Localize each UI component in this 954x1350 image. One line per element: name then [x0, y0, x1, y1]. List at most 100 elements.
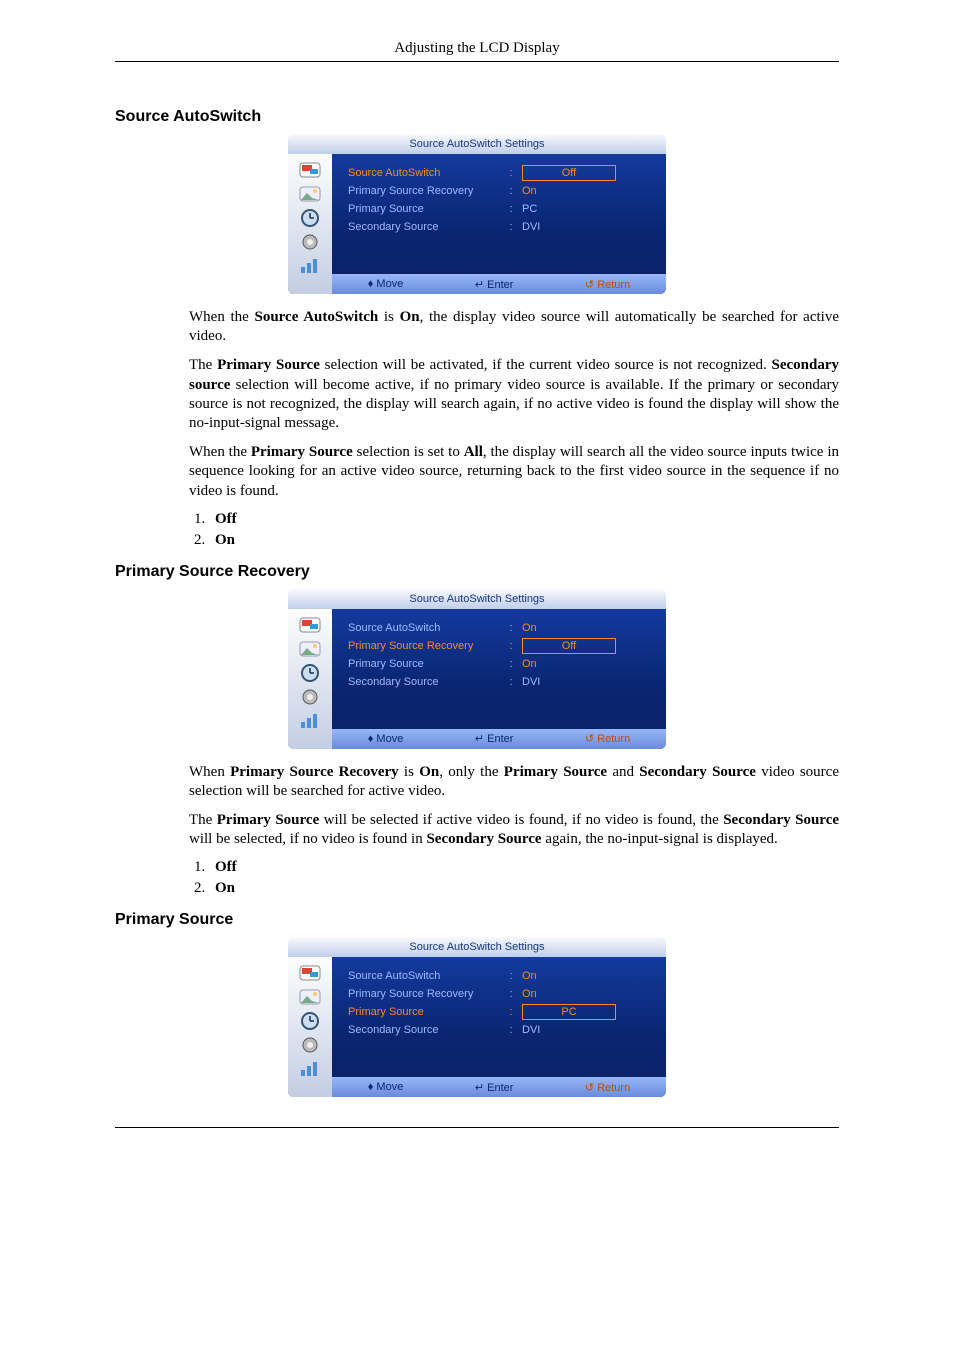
- osd-body: Source AutoSwitch : Off Primary Source R…: [288, 154, 666, 294]
- osd-main: Source AutoSwitch : Off Primary Source R…: [332, 154, 666, 294]
- para: The Primary Source selection will be act…: [189, 356, 839, 433]
- osd-row-secondary: Secondary Source : DVI: [348, 1021, 654, 1039]
- para: The Primary Source will be selected if a…: [189, 811, 839, 849]
- footer-return: ↺ Return: [585, 1081, 630, 1094]
- osd-row-primary: Primary Source : On: [348, 655, 654, 673]
- osd-value: On: [518, 970, 632, 982]
- footer-enter: ↵ Enter: [475, 732, 514, 745]
- osd-panel-2: Source AutoSwitch Settings Source AutoSw…: [115, 589, 839, 749]
- colon: :: [504, 203, 518, 215]
- heading-primary-source: Primary Source: [115, 911, 839, 929]
- clock-icon: [297, 208, 323, 228]
- option-list: Off On: [189, 859, 839, 897]
- colon: :: [504, 622, 518, 634]
- gear-icon: [297, 687, 323, 707]
- footer-return: ↺ Return: [585, 732, 630, 745]
- colon: :: [504, 658, 518, 670]
- gear-icon: [297, 232, 323, 252]
- osd-label: Secondary Source: [348, 221, 504, 233]
- colon: :: [504, 167, 518, 179]
- osd-value: On: [518, 185, 632, 197]
- page: Adjusting the LCD Display Source AutoSwi…: [0, 0, 954, 1178]
- primary-source-recovery-content: When Primary Source Recovery is On, only…: [189, 763, 839, 898]
- option-on: On: [209, 880, 839, 897]
- colon: :: [504, 988, 518, 1000]
- osd-label: Source AutoSwitch: [348, 622, 504, 634]
- osd-label: Primary Source Recovery: [348, 988, 504, 1000]
- footer-move: ♦ Move: [368, 733, 404, 745]
- osd-row-autoswitch: Source AutoSwitch : On: [348, 619, 654, 637]
- clock-icon: [297, 663, 323, 683]
- osd-main: Source AutoSwitch : On Primary Source Re…: [332, 957, 666, 1097]
- osd: Source AutoSwitch Settings Source AutoSw…: [288, 134, 666, 294]
- heading-source-autoswitch: Source AutoSwitch: [115, 108, 839, 126]
- footer-move: ♦ Move: [368, 278, 404, 290]
- option-on: On: [209, 532, 839, 549]
- bottom-rule: [115, 1127, 839, 1128]
- osd-label: Primary Source: [348, 658, 504, 670]
- osd-sidebar: [288, 609, 332, 749]
- osd-footer: ♦ Move ↵ Enter ↺ Return: [332, 274, 666, 294]
- osd-row-recovery: Primary Source Recovery : Off: [348, 637, 654, 655]
- running-header: Adjusting the LCD Display: [115, 40, 839, 57]
- colon: :: [504, 221, 518, 233]
- osd-label: Primary Source: [348, 203, 504, 215]
- osd-value: DVI: [518, 1024, 632, 1036]
- footer-move: ♦ Move: [368, 1081, 404, 1093]
- osd-panel-3: Source AutoSwitch Settings Source AutoSw…: [115, 937, 839, 1097]
- osd-value: DVI: [518, 676, 632, 688]
- heading-primary-source-recovery: Primary Source Recovery: [115, 563, 839, 581]
- osd-value: PC: [518, 203, 632, 215]
- para: When the Source AutoSwitch is On, the di…: [189, 308, 839, 346]
- chart-icon: [297, 1059, 323, 1079]
- chart-icon: [297, 256, 323, 276]
- osd-label: Primary Source Recovery: [348, 640, 504, 652]
- osd: Source AutoSwitch Settings Source AutoSw…: [288, 937, 666, 1097]
- colon: :: [504, 640, 518, 652]
- osd-row-secondary: Secondary Source : DVI: [348, 673, 654, 691]
- clock-icon: [297, 1011, 323, 1031]
- osd-value: On: [518, 622, 632, 634]
- osd-title: Source AutoSwitch Settings: [288, 134, 666, 154]
- osd-row-autoswitch: Source AutoSwitch : On: [348, 967, 654, 985]
- osd-label: Secondary Source: [348, 1024, 504, 1036]
- input-icon: [297, 615, 323, 635]
- picture-icon: [297, 184, 323, 204]
- option-off: Off: [209, 859, 839, 876]
- osd-row-secondary: Secondary Source : DVI: [348, 218, 654, 236]
- osd-value: Off: [518, 165, 632, 181]
- osd-label: Primary Source Recovery: [348, 185, 504, 197]
- osd-body: Source AutoSwitch : On Primary Source Re…: [288, 609, 666, 749]
- osd-row-primary: Primary Source : PC: [348, 200, 654, 218]
- osd-footer: ♦ Move ↵ Enter ↺ Return: [332, 1077, 666, 1097]
- osd-main: Source AutoSwitch : On Primary Source Re…: [332, 609, 666, 749]
- osd-label: Source AutoSwitch: [348, 167, 504, 179]
- para: When the Primary Source selection is set…: [189, 443, 839, 501]
- picture-icon: [297, 639, 323, 659]
- colon: :: [504, 1024, 518, 1036]
- osd-label: Primary Source: [348, 1006, 504, 1018]
- footer-enter: ↵ Enter: [475, 278, 514, 291]
- osd-panel-1: Source AutoSwitch Settings Source AutoSw…: [115, 134, 839, 294]
- osd-value: Off: [518, 638, 632, 654]
- osd-value: On: [518, 658, 632, 670]
- osd-body: Source AutoSwitch : On Primary Source Re…: [288, 957, 666, 1097]
- footer-enter: ↵ Enter: [475, 1081, 514, 1094]
- osd-value: DVI: [518, 221, 632, 233]
- chart-icon: [297, 711, 323, 731]
- para: When Primary Source Recovery is On, only…: [189, 763, 839, 801]
- colon: :: [504, 185, 518, 197]
- osd-sidebar: [288, 154, 332, 294]
- footer-return: ↺ Return: [585, 278, 630, 291]
- colon: :: [504, 970, 518, 982]
- colon: :: [504, 1006, 518, 1018]
- picture-icon: [297, 987, 323, 1007]
- colon: :: [504, 676, 518, 688]
- osd-sidebar: [288, 957, 332, 1097]
- osd-label: Secondary Source: [348, 676, 504, 688]
- osd-value: On: [518, 988, 632, 1000]
- osd-row-primary: Primary Source : PC: [348, 1003, 654, 1021]
- osd-row-autoswitch: Source AutoSwitch : Off: [348, 164, 654, 182]
- source-autoswitch-content: When the Source AutoSwitch is On, the di…: [189, 308, 839, 549]
- osd: Source AutoSwitch Settings Source AutoSw…: [288, 589, 666, 749]
